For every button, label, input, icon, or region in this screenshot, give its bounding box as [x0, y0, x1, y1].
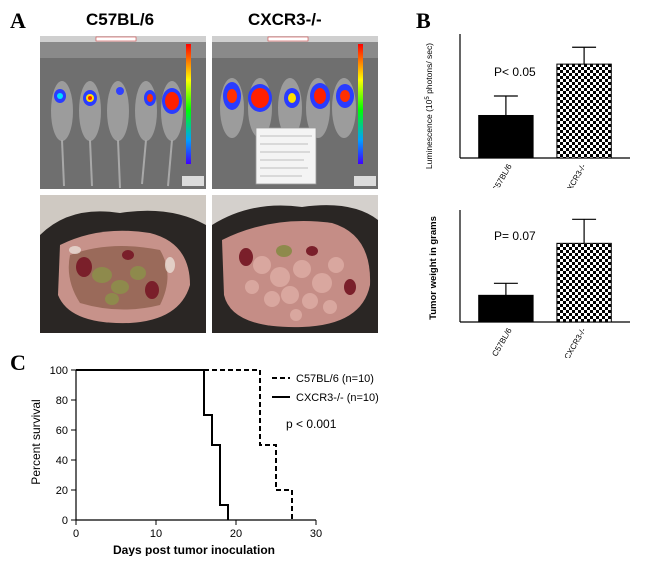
bioluminescence-image-c57bl6 — [40, 36, 206, 189]
tumor-weight-bar-chart: Tumor weight in grams P= 0.07 C57BL/6 CX… — [428, 210, 630, 358]
survival-ytick-label: 60 — [56, 425, 68, 437]
survival-xtick-label: 30 — [310, 528, 322, 540]
luminescence-ylabel: Luminescence (105 photons/ sec) — [424, 43, 434, 169]
survival-ylabel: Percent survival — [29, 399, 43, 484]
survival-curve-c57bl6 — [76, 369, 293, 520]
panel-label-b: B — [416, 8, 431, 33]
panel-label-c: C — [10, 350, 26, 375]
survival-xtick-label: 0 — [73, 528, 79, 540]
panel-label-a: A — [10, 8, 26, 33]
strain-title-c57bl6: C57BL/6 — [86, 10, 155, 29]
survival-ytick-label: 0 — [62, 515, 68, 527]
legend-label-cxcr3: CXCR3-/- (n=10) — [296, 392, 379, 404]
legend-label-c57bl6: C57BL/6 (n=10) — [296, 373, 374, 385]
survival-curve-cxcr3 — [76, 369, 229, 520]
tumor-weight-bar-1 — [556, 242, 612, 323]
luminescence-bar-0 — [478, 114, 534, 159]
luminescence-bars — [478, 46, 612, 159]
survival-ytick-label: 20 — [56, 485, 68, 497]
survival-xlabel: Days post tumor inoculation — [113, 543, 275, 556]
luminescence-p-value: P< 0.05 — [494, 65, 536, 79]
tumor-weight-ylabel: Tumor weight in grams — [428, 216, 439, 320]
luminescence-bar-chart: Luminescence (105 photons/ sec) P< 0.05 … — [424, 34, 630, 188]
tumor-weight-xtick-cxcr3: CXCR3-/- — [563, 326, 588, 358]
survival-ticks: 0 10 20 30 0 20 40 60 80 100 — [50, 365, 322, 540]
survival-xtick-label: 10 — [150, 528, 162, 540]
tumor-weight-p-value: P= 0.07 — [494, 229, 536, 243]
dissection-image-cxcr3 — [212, 195, 378, 333]
luminescence-xtick-cxcr3: CXCR3-/- — [563, 162, 588, 188]
bioluminescence-image-cxcr3 — [212, 36, 378, 189]
survival-curves — [76, 369, 293, 520]
survival-p-value: p < 0.001 — [286, 417, 337, 431]
survival-xtick-label: 20 — [230, 528, 242, 540]
tumor-weight-bars — [478, 218, 612, 323]
strain-title-cxcr3: CXCR3-/- — [248, 10, 322, 29]
luminescence-bar-1 — [556, 63, 612, 159]
tumor-weight-bar-0 — [478, 294, 534, 323]
survival-ytick-label: 80 — [56, 395, 68, 407]
survival-ytick-label: 100 — [50, 365, 68, 377]
luminescence-xtick-c57bl6: C57BL/6 — [490, 162, 514, 188]
dissection-image-c57bl6 — [40, 195, 206, 333]
survival-ytick-label: 40 — [56, 455, 68, 467]
tumor-weight-xtick-c57bl6: C57BL/6 — [490, 326, 514, 358]
survival-chart: Percent survival Days post tumor inocula… — [29, 365, 379, 556]
